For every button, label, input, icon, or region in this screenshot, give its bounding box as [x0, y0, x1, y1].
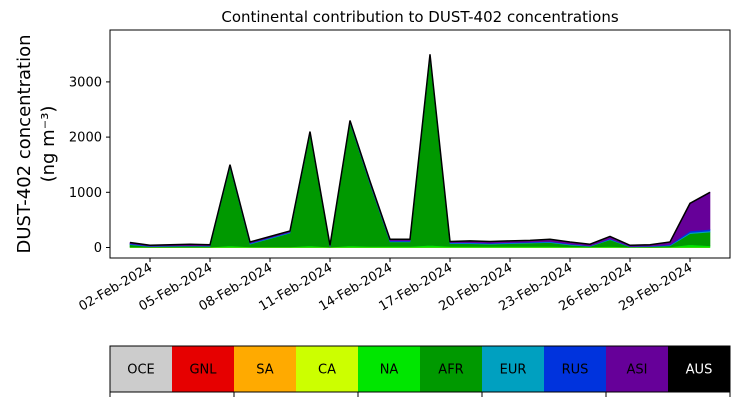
legend-label: RUS [562, 363, 589, 378]
legend-label: AUS [686, 363, 713, 378]
legend-label: NA [380, 363, 399, 378]
legend-swatch [606, 346, 668, 392]
y-axis-label: (ng m⁻³) [38, 106, 59, 183]
legend-label: CA [318, 363, 336, 378]
legend-swatch [482, 346, 544, 392]
plot-frame [109, 29, 731, 259]
legend-swatch [172, 346, 234, 392]
legend-swatch [668, 346, 730, 392]
legend-label: EUR [500, 363, 527, 378]
legend-swatch [110, 346, 172, 392]
legend-swatch [544, 346, 606, 392]
legend-swatch [234, 346, 296, 392]
legend-label: SA [256, 363, 273, 378]
y-tick-label: 1000 [69, 186, 102, 201]
legend-swatch [420, 346, 482, 392]
y-tick-label: 2000 [69, 131, 102, 146]
y-tick-label: 3000 [69, 75, 102, 90]
legend-swatch [358, 346, 420, 392]
y-axis-label: DUST-402 concentration [14, 34, 35, 253]
legend-label: AFR [438, 363, 463, 378]
legend-label: GNL [189, 363, 217, 378]
legend-label: ASI [627, 363, 648, 378]
chart-title: Continental contribution to DUST-402 con… [221, 8, 618, 26]
legend-label: OCE [127, 363, 155, 378]
y-tick-label: 0 [94, 241, 102, 256]
legend-frame [109, 345, 731, 393]
legend-swatch [296, 346, 358, 392]
